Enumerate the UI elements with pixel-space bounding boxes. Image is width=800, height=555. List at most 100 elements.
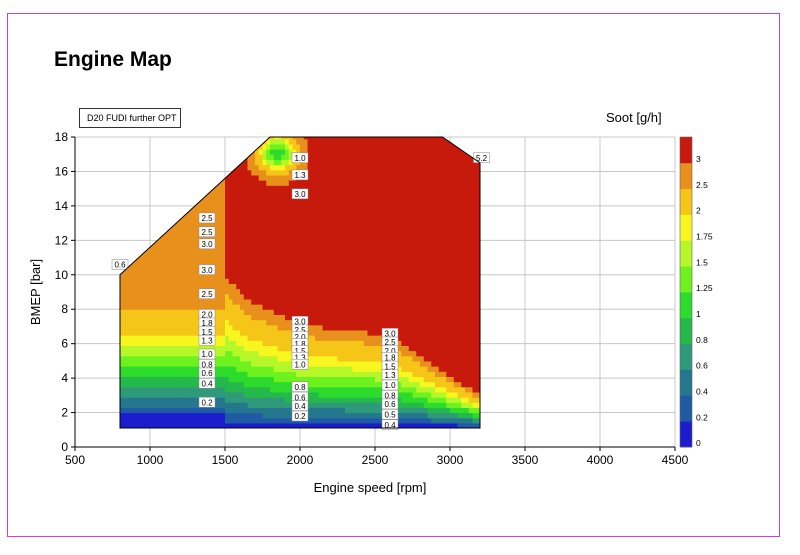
contour-cell bbox=[206, 278, 211, 284]
contour-cell bbox=[172, 350, 177, 357]
contour-cell bbox=[431, 137, 436, 140]
contour-cell bbox=[180, 169, 185, 176]
contour-cell bbox=[307, 138, 312, 145]
contour-cell bbox=[210, 200, 215, 207]
contour-cell bbox=[206, 273, 211, 279]
contour-cell bbox=[153, 366, 159, 372]
contour-cell bbox=[378, 185, 384, 191]
contour-cell bbox=[288, 226, 294, 233]
contour-cell bbox=[393, 159, 399, 166]
contour-cell bbox=[315, 324, 320, 331]
contour-cell bbox=[375, 231, 380, 238]
contour-cell bbox=[285, 355, 290, 362]
contour-cell bbox=[423, 381, 429, 388]
contour-cell bbox=[318, 371, 324, 377]
contour-cell bbox=[333, 350, 339, 357]
contour-cell bbox=[228, 185, 234, 191]
contour-cell bbox=[176, 242, 181, 248]
contour-cell bbox=[195, 402, 200, 408]
contour-cell bbox=[431, 195, 436, 202]
contour-cell bbox=[243, 407, 249, 414]
contour-cell bbox=[131, 236, 136, 243]
contour-cell bbox=[236, 257, 241, 264]
contour-cell bbox=[405, 205, 410, 212]
contour-cell bbox=[341, 360, 346, 367]
contour-cell bbox=[228, 211, 234, 217]
contour-cell bbox=[315, 149, 320, 155]
contour-cell bbox=[123, 397, 129, 403]
contour-cell bbox=[363, 154, 369, 160]
contour-cell bbox=[311, 185, 316, 191]
contour-cell bbox=[176, 360, 181, 367]
contour-cell bbox=[277, 185, 282, 191]
contour-cell bbox=[378, 257, 384, 264]
contour-cell bbox=[408, 164, 414, 171]
contour-cell bbox=[311, 252, 316, 259]
contour-cell bbox=[180, 159, 185, 166]
contour-cell bbox=[408, 200, 414, 207]
contour-cell bbox=[236, 283, 241, 290]
contour-cell bbox=[296, 164, 301, 171]
contour-cell bbox=[217, 402, 222, 408]
contour-cell bbox=[221, 180, 226, 186]
contour-cell bbox=[266, 262, 271, 269]
contour-cell bbox=[318, 154, 324, 160]
contour-cell bbox=[213, 267, 219, 274]
contour-cell bbox=[408, 376, 414, 383]
contour-cell bbox=[206, 304, 211, 310]
contour-cell bbox=[131, 247, 136, 253]
contour-cell bbox=[262, 159, 267, 166]
contour-cell bbox=[281, 257, 286, 264]
contour-cell bbox=[153, 371, 159, 377]
contour-cell bbox=[213, 314, 219, 321]
contour-cell bbox=[206, 137, 211, 140]
contour-cell bbox=[270, 185, 275, 191]
contour-cell bbox=[232, 200, 237, 207]
contour-cell bbox=[142, 288, 147, 295]
contour-cell bbox=[217, 205, 222, 212]
contour-cell bbox=[183, 216, 189, 222]
contour-cell bbox=[408, 226, 414, 233]
contour-cell bbox=[131, 226, 136, 233]
contour-cell bbox=[408, 366, 414, 372]
contour-cell bbox=[416, 164, 421, 171]
contour-cell bbox=[146, 360, 151, 367]
contour-cell bbox=[258, 288, 264, 295]
contour-cell bbox=[423, 350, 429, 357]
contour-cell bbox=[405, 422, 410, 429]
contour-cell bbox=[123, 407, 129, 414]
contour-cell bbox=[405, 386, 410, 393]
contour-cell bbox=[300, 371, 305, 377]
contour-cell bbox=[318, 309, 324, 315]
contour-cell bbox=[127, 267, 132, 274]
contour-cell bbox=[123, 216, 129, 222]
contour-cell bbox=[236, 386, 241, 393]
contour-cell bbox=[330, 236, 335, 243]
contour-cell bbox=[120, 386, 125, 393]
contour-cell bbox=[371, 169, 376, 176]
contour-cell bbox=[378, 329, 384, 336]
contour-cell bbox=[405, 391, 410, 398]
contour-cell bbox=[131, 149, 136, 155]
contour-cell bbox=[138, 288, 144, 295]
contour-cell bbox=[123, 180, 129, 186]
contour-cell bbox=[195, 366, 200, 372]
contour-cell bbox=[266, 174, 271, 181]
contour-cell bbox=[307, 329, 312, 336]
contour-cell bbox=[375, 200, 380, 207]
contour-cell bbox=[371, 154, 376, 160]
contour-cell bbox=[348, 154, 354, 160]
contour-cell bbox=[217, 174, 222, 181]
contour-cell bbox=[285, 252, 290, 259]
contour-cell bbox=[438, 164, 444, 171]
contour-cell bbox=[187, 273, 192, 279]
contour-cell bbox=[405, 195, 410, 202]
contour-cell bbox=[232, 267, 237, 274]
contour-cell bbox=[330, 309, 335, 315]
contour-cell bbox=[266, 422, 271, 429]
contour-cell bbox=[333, 185, 339, 191]
contour-cell bbox=[386, 185, 391, 191]
contour-cell bbox=[393, 324, 399, 331]
contour-cell bbox=[168, 381, 174, 388]
contour-cell bbox=[333, 417, 339, 424]
